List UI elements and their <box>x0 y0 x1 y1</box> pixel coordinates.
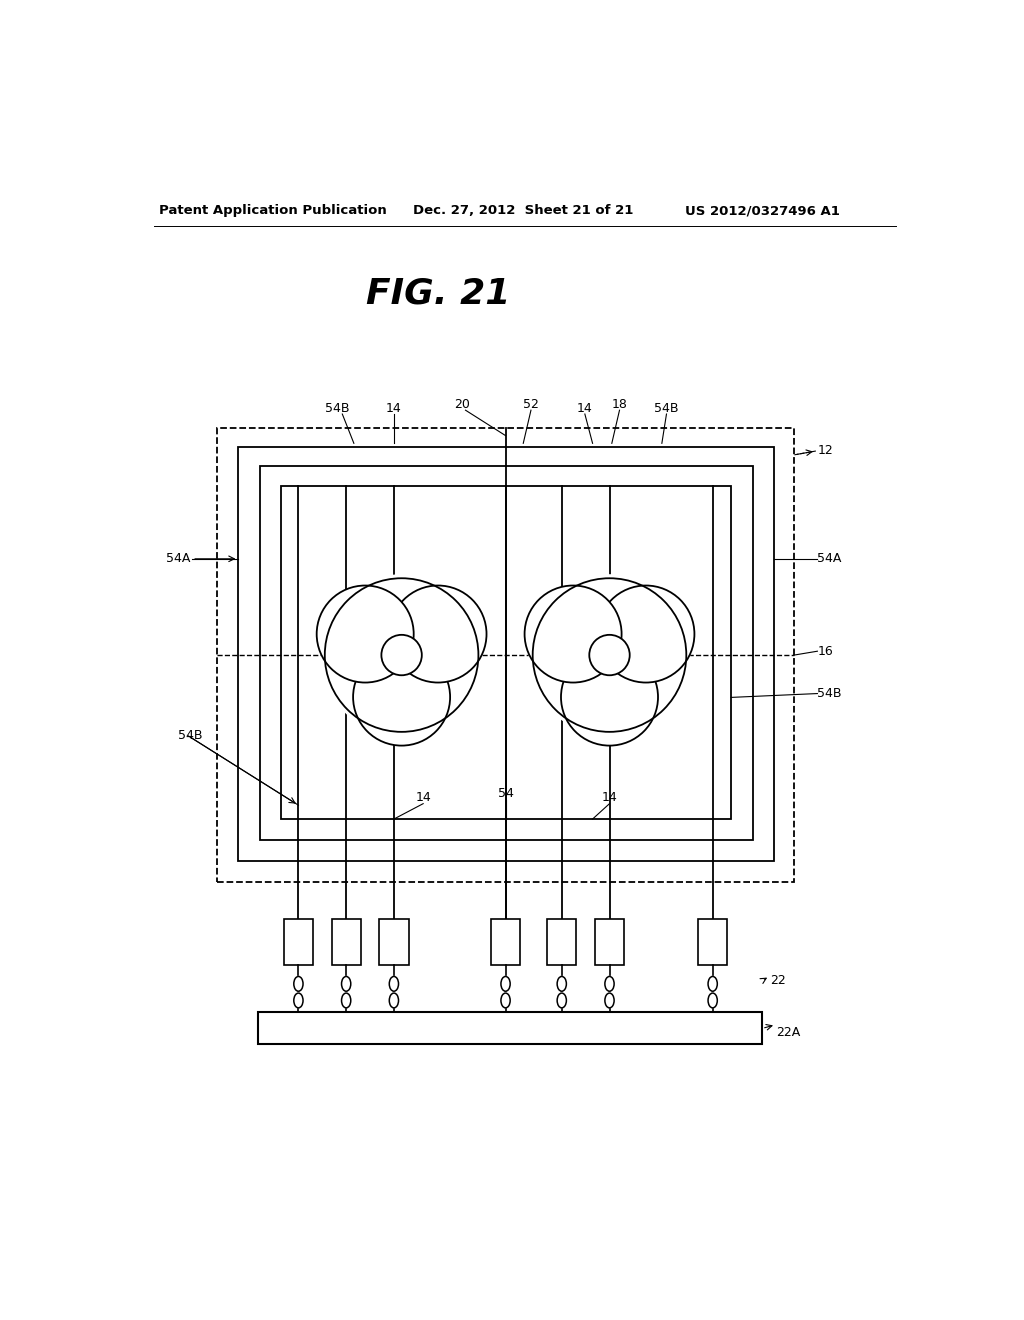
Ellipse shape <box>557 977 566 991</box>
Bar <box>217 428 795 882</box>
Text: 18: 18 <box>611 399 628 412</box>
Bar <box>698 919 727 965</box>
Circle shape <box>589 635 630 676</box>
Ellipse shape <box>294 993 303 1008</box>
Text: FIG. 21: FIG. 21 <box>367 276 511 310</box>
Circle shape <box>321 574 482 737</box>
Bar <box>332 919 360 965</box>
Ellipse shape <box>605 977 614 991</box>
Bar <box>260 466 753 840</box>
Ellipse shape <box>294 977 303 991</box>
Text: 22: 22 <box>770 974 785 987</box>
Text: 54B: 54B <box>817 686 842 700</box>
Text: 54A: 54A <box>166 552 190 565</box>
Text: 14: 14 <box>602 791 617 804</box>
Bar <box>595 919 625 965</box>
Bar <box>379 919 409 965</box>
Circle shape <box>353 648 451 746</box>
Circle shape <box>524 586 622 682</box>
Circle shape <box>381 635 422 676</box>
Ellipse shape <box>389 993 398 1008</box>
Text: 14: 14 <box>386 403 401 416</box>
Text: 20: 20 <box>454 399 470 412</box>
Ellipse shape <box>557 993 566 1008</box>
Ellipse shape <box>708 993 717 1008</box>
Text: US 2012/0327496 A1: US 2012/0327496 A1 <box>684 205 840 218</box>
Circle shape <box>561 648 658 746</box>
Circle shape <box>597 586 694 682</box>
Bar <box>239 447 773 861</box>
Ellipse shape <box>501 977 510 991</box>
Circle shape <box>528 574 690 737</box>
Bar <box>258 1011 762 1044</box>
Circle shape <box>316 586 414 682</box>
Text: 16: 16 <box>817 644 834 657</box>
Text: 54B: 54B <box>654 403 679 416</box>
Ellipse shape <box>342 977 351 991</box>
Bar <box>282 486 731 818</box>
Ellipse shape <box>389 977 398 991</box>
Bar <box>490 919 520 965</box>
Text: 54A: 54A <box>817 552 842 565</box>
Text: 14: 14 <box>577 403 593 416</box>
Text: 54B: 54B <box>325 403 349 416</box>
Ellipse shape <box>708 977 717 991</box>
Text: Dec. 27, 2012  Sheet 21 of 21: Dec. 27, 2012 Sheet 21 of 21 <box>413 205 634 218</box>
Text: 14: 14 <box>416 791 431 804</box>
Bar <box>284 919 313 965</box>
Ellipse shape <box>501 993 510 1008</box>
Text: 12: 12 <box>817 445 834 458</box>
Text: 54: 54 <box>498 787 513 800</box>
Text: 52: 52 <box>523 399 539 412</box>
Bar <box>547 919 577 965</box>
Circle shape <box>389 586 486 682</box>
Text: Patent Application Publication: Patent Application Publication <box>159 205 387 218</box>
Ellipse shape <box>342 993 351 1008</box>
Ellipse shape <box>605 993 614 1008</box>
Text: 54B: 54B <box>178 730 203 742</box>
Text: 22A: 22A <box>776 1026 800 1039</box>
